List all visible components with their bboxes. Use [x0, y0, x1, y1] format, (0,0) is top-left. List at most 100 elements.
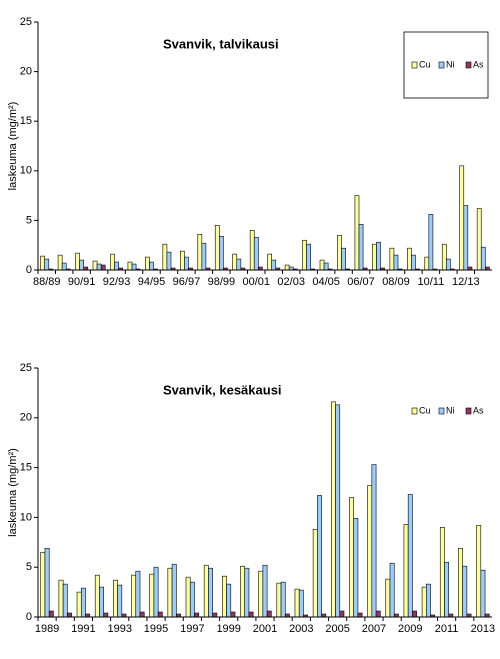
x-tick-label: 92/93 [103, 276, 131, 288]
legend-frame [403, 31, 489, 99]
bar [145, 256, 150, 271]
bar [280, 581, 286, 618]
bar [94, 574, 100, 618]
bar [171, 563, 177, 618]
bar [375, 610, 381, 618]
bar [244, 567, 250, 618]
y-axis-label: laskeuma (mg/m²) [7, 448, 19, 537]
bar [208, 567, 213, 618]
bar [180, 250, 185, 271]
bar [276, 582, 282, 618]
bar [335, 404, 341, 618]
x-tick-label: 08/09 [382, 276, 410, 288]
legend-swatch [411, 61, 418, 69]
bar [157, 611, 163, 618]
x-tick-label: 98/99 [208, 276, 236, 288]
bar [131, 263, 137, 271]
chart-title: Svanvik, kesäkausi [163, 382, 282, 397]
legend-swatch [438, 61, 445, 69]
x-tick-label: 1997 [180, 623, 204, 635]
bar [376, 241, 381, 271]
x-tick-label: 90/91 [68, 276, 96, 288]
bar [262, 564, 268, 618]
x-tick-label: 06/07 [347, 276, 375, 288]
y-axis-label: laskeuma (mg/m²) [7, 102, 19, 191]
chart: 0 5 10 15 20 25 88/89 90/91 92/93 94/95 96/97 98/99… [7, 16, 492, 288]
bar [79, 259, 84, 271]
bar [371, 464, 377, 618]
bar [201, 242, 207, 271]
x-tick-label: 94/95 [138, 276, 166, 288]
bar [40, 255, 45, 271]
bar [184, 256, 189, 271]
y-tick-label: 10 [20, 165, 32, 177]
bar [139, 611, 145, 618]
bar [458, 547, 463, 618]
bar [317, 495, 322, 618]
bar [62, 583, 68, 618]
bar [189, 581, 195, 618]
bar [127, 261, 133, 271]
bar [358, 224, 364, 271]
bar [80, 587, 86, 618]
bar [306, 243, 311, 271]
bar [117, 584, 123, 618]
bar [426, 583, 431, 618]
y-tick-label: 15 [20, 115, 32, 127]
bar [258, 570, 264, 618]
bar [412, 610, 417, 618]
bar [114, 261, 119, 271]
bar [294, 588, 300, 618]
bar [341, 247, 346, 271]
bar [96, 263, 102, 271]
x-tick-label: 2013 [471, 623, 495, 635]
bar [385, 578, 391, 618]
bar [149, 261, 154, 271]
bar [226, 583, 232, 618]
x-tick-label: 96/97 [173, 276, 201, 288]
bar [330, 401, 336, 618]
bar [153, 566, 159, 618]
bar [459, 165, 465, 271]
bar [323, 262, 329, 271]
bar [267, 253, 272, 271]
chart: 0 5 10 15 20 25 1989 1991 1993 1995 1997 1999 2001 20… [7, 362, 495, 635]
bar [339, 610, 345, 618]
bar [40, 551, 46, 618]
bar [319, 259, 325, 271]
bar [266, 610, 272, 618]
x-tick-label: 2005 [325, 623, 349, 635]
bar [92, 260, 98, 271]
bar [135, 570, 141, 618]
bar [480, 246, 486, 271]
bar [253, 236, 259, 271]
bar [357, 612, 363, 618]
bar [100, 264, 106, 271]
y-tick-label: 20 [20, 66, 32, 78]
bar [284, 264, 290, 271]
bar [75, 252, 80, 271]
bar [149, 573, 155, 618]
x-tick-label: 2009 [398, 623, 422, 635]
bar [240, 565, 246, 618]
x-tick-label: 1999 [216, 623, 240, 635]
bar [110, 253, 115, 271]
bar [354, 195, 360, 271]
x-tick-label: 10/11 [418, 276, 445, 288]
bar [212, 612, 218, 618]
bar [248, 611, 254, 618]
legend-label: Ni [446, 405, 455, 415]
y-tick-label: 0 [26, 611, 32, 623]
x-tick-label: 02/03 [277, 276, 305, 288]
bar [480, 569, 486, 618]
y-tick-label: 10 [20, 511, 32, 523]
bar [389, 562, 395, 618]
bar [271, 259, 277, 271]
bar [463, 205, 469, 271]
bar [203, 564, 209, 618]
bar [232, 253, 238, 271]
bar [337, 234, 342, 271]
legend-swatch [438, 407, 445, 415]
legend-label: Cu [419, 59, 431, 69]
